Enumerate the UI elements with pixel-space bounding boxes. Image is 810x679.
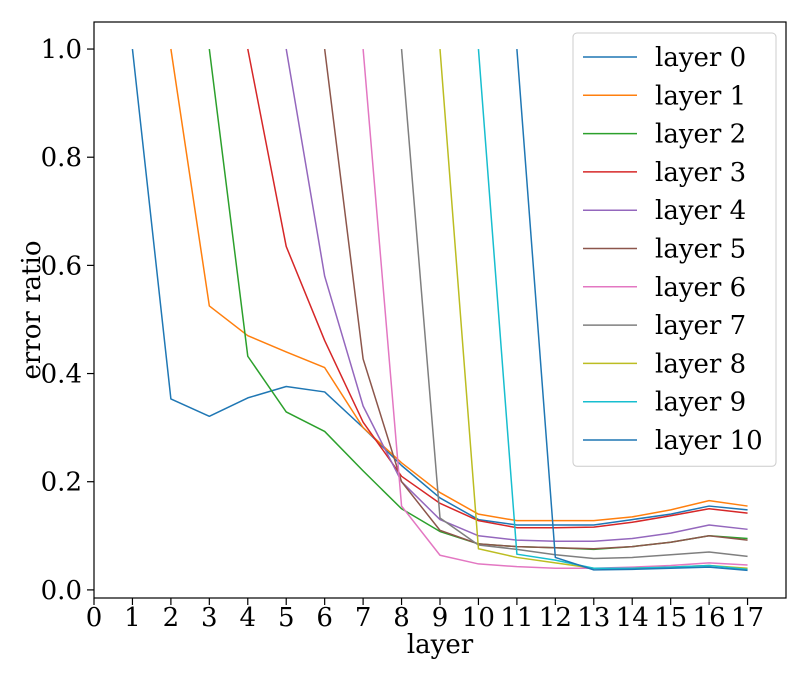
y-tick-label: 0.0 — [41, 576, 82, 606]
y-tick-label: 0.8 — [41, 143, 82, 173]
legend-label-8: layer 8 — [655, 349, 746, 379]
series-line-4 — [285, 48, 748, 542]
legend-label-7: layer 7 — [655, 311, 746, 341]
x-tick-label: 0 — [86, 603, 103, 633]
legend-label-6: layer 6 — [655, 273, 746, 303]
x-tick-label: 11 — [500, 603, 533, 633]
x-tick-label: 9 — [432, 603, 449, 633]
x-tick-label: 15 — [654, 603, 687, 633]
legend-label-0: layer 0 — [655, 43, 746, 73]
series-line-6 — [362, 48, 748, 569]
y-tick-label: 0.2 — [41, 468, 82, 498]
x-tick-label: 1 — [124, 603, 141, 633]
x-tick-label: 16 — [693, 603, 726, 633]
x-tick-label: 12 — [539, 603, 572, 633]
x-tick-label: 4 — [240, 603, 257, 633]
x-tick-label: 2 — [163, 603, 180, 633]
x-axis-label: layer — [407, 630, 474, 660]
legend-label-9: layer 9 — [655, 388, 746, 418]
series-line-10 — [516, 48, 748, 572]
legend: layer 0 layer 1 layer 2 layer 3 layer 4 layer… — [572, 32, 777, 467]
legend-label-10: layer 10 — [655, 426, 763, 456]
legend-label-2: layer 2 — [655, 120, 746, 150]
x-tick-label: 14 — [616, 603, 649, 633]
series-line-3 — [247, 48, 748, 529]
series-line-7 — [400, 48, 748, 560]
series-line-1 — [170, 48, 748, 522]
x-tick-label: 8 — [393, 603, 410, 633]
y-tick-label: 0.6 — [41, 251, 82, 281]
y-tick-label: 1.0 — [41, 35, 82, 65]
legend-box — [572, 32, 777, 467]
series-line-0 — [131, 48, 748, 526]
legend-items: layer 0 layer 1 layer 2 layer 3 layer 4 layer… — [583, 43, 763, 456]
y-axis: 0.0 0.2 0.4 0.6 0.8 1.0 — [41, 35, 94, 606]
legend-label-1: layer 1 — [655, 81, 746, 111]
x-tick-label: 7 — [355, 603, 372, 633]
series-lines — [131, 48, 748, 572]
y-tick-label: 0.4 — [41, 360, 82, 390]
x-tick-label: 5 — [278, 603, 295, 633]
series-line-9 — [477, 48, 748, 571]
y-axis-label: error ratio — [17, 241, 47, 380]
series-line-5 — [323, 48, 748, 550]
x-tick-label: 10 — [462, 603, 495, 633]
x-tick-label: 3 — [201, 603, 218, 633]
legend-label-3: layer 3 — [655, 158, 746, 188]
x-axis: 0 1 2 3 4 5 6 7 8 9 10 11 12 13 14 15 16 17 — [86, 598, 764, 633]
x-tick-label: 6 — [316, 603, 333, 633]
legend-label-5: layer 5 — [655, 235, 746, 265]
x-tick-label: 13 — [577, 603, 610, 633]
legend-label-4: layer 4 — [655, 196, 746, 226]
x-tick-label: 17 — [731, 603, 764, 633]
